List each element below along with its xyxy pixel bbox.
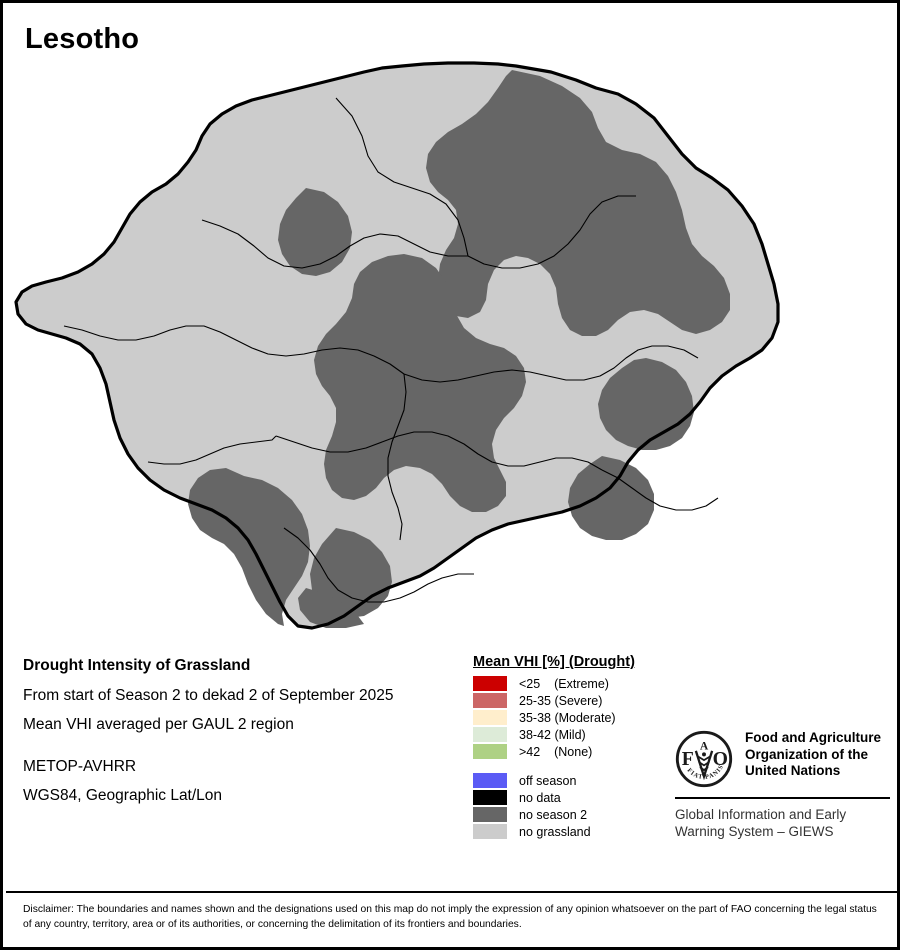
legend-item-severe[interactable]: 25-35 (Severe) [473, 692, 673, 709]
admin-line-southwest-branch [147, 435, 277, 465]
description-spacer [23, 747, 453, 759]
legend-item-moderate[interactable]: 35-38 (Moderate) [473, 709, 673, 726]
legend-swatch-no-grassland [473, 824, 507, 839]
fao-divider [675, 797, 890, 799]
fao-branding: F O A FIAT PANIS Food and Agriculture Or… [675, 730, 890, 841]
admin-line-northeast [467, 195, 636, 269]
legend-swatch-extreme [473, 676, 507, 691]
disclaimer-text: Disclaimer: The boundaries and names sho… [23, 904, 877, 930]
legend-label-extreme: <25 (Extreme) [519, 676, 609, 691]
raster-patch-south-tail [298, 588, 364, 628]
admin-line-northwest [201, 219, 468, 269]
admin-line-central [403, 345, 699, 383]
legend-title: Mean VHI [%] (Drought) [473, 654, 635, 670]
legend-swatch-no-season-2 [473, 807, 507, 822]
admin-line-southcentral-branch [387, 373, 407, 541]
fao-organization-name: Food and Agriculture Organization of the… [745, 730, 881, 779]
admin-line-south [283, 527, 474, 603]
disclaimer-divider [6, 891, 900, 893]
legend-label-no-data: no data [519, 790, 561, 805]
legend-label-none: >42 (None) [519, 744, 593, 759]
legend-swatch-off-season [473, 773, 507, 788]
map-canvas[interactable] [6, 58, 900, 638]
legend-item-no-grassland[interactable]: no grassland [473, 823, 673, 840]
svg-text:F: F [682, 748, 694, 770]
legend-item-no-data[interactable]: no data [473, 789, 673, 806]
map-legend: Mean VHI [%] (Drought) <25 (Extreme) 25-… [473, 654, 673, 840]
legend-separator [473, 760, 673, 772]
raster-patch-east-lower [568, 456, 654, 540]
legend-item-off-season[interactable]: off season [473, 772, 673, 789]
lesotho-map-svg[interactable] [6, 58, 900, 638]
legend-label-off-season: off season [519, 773, 577, 788]
description-aggregation: Mean VHI averaged per GAUL 2 region [23, 716, 294, 733]
legend-swatch-moderate [473, 710, 507, 725]
legend-item-mild[interactable]: 38-42 (Mild) [473, 726, 673, 743]
svg-text:A: A [700, 740, 709, 753]
legend-label-moderate: 35-38 (Moderate) [519, 710, 616, 725]
fao-header: F O A FIAT PANIS Food and Agriculture Or… [675, 730, 890, 788]
legend-swatch-severe [473, 693, 507, 708]
description-period: From start of Season 2 to dekad 2 of Sep… [23, 686, 394, 704]
admin-line-southcentral [275, 431, 603, 471]
legend-swatch-none [473, 744, 507, 759]
legend-label-severe: 25-35 (Severe) [519, 693, 603, 708]
admin-line-west [63, 325, 405, 375]
legend-label-no-season-2: no season 2 [519, 807, 588, 822]
svg-text:O: O [713, 748, 728, 770]
description-projection: WGS84, Geographic Lat/Lon [23, 787, 223, 804]
legend-item-none[interactable]: >42 (None) [473, 743, 673, 760]
admin-line-southeast [601, 469, 719, 511]
legend-swatch-no-data [473, 790, 507, 805]
legend-label-no-grassland: no grassland [519, 824, 591, 839]
map-country-border [14, 61, 780, 630]
description-sensor: METOP-AVHRR [23, 757, 137, 775]
fao-giews-label: Global Information and Early Warning Sys… [675, 807, 847, 839]
admin-line-north [335, 97, 469, 257]
legend-item-no-season-2[interactable]: no season 2 [473, 806, 673, 823]
fao-logo-icon: F O A FIAT PANIS [675, 730, 733, 788]
legend-label-mild: 38-42 (Mild) [519, 727, 586, 742]
page-title: Lesotho [25, 23, 140, 55]
raster-patch-north-central [278, 188, 352, 276]
raster-patch-southwest [188, 468, 310, 626]
description-heading: Drought Intensity of Grassland [23, 657, 251, 674]
legend-swatch-mild [473, 727, 507, 742]
map-admin-boundaries [63, 97, 719, 603]
legend-item-extreme[interactable]: <25 (Extreme) [473, 675, 673, 692]
map-description: Drought Intensity of Grassland From star… [23, 658, 453, 818]
raster-patch-northeast [426, 70, 730, 336]
